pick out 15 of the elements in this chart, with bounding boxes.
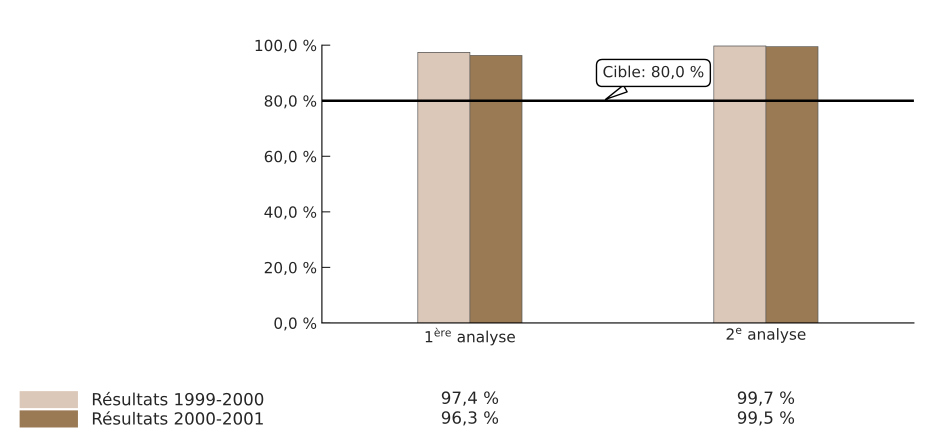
y-tick-label: 80,0 %: [264, 95, 316, 108]
text: 99,5 %: [738, 411, 794, 426]
x-tick-label: 2$^{e}$ analyse: [726, 328, 806, 343]
y-tick-label: 40,0 %: [264, 206, 316, 220]
y-tick-label: 0,0 %: [274, 317, 316, 331]
legend-label: Résultats 2000-2001: [92, 411, 263, 425]
text: 99,7 %: [738, 391, 794, 406]
y-tick-label: 100,0 %: [256, 40, 316, 53]
y-tick-label: 60,0 %: [264, 150, 316, 164]
y-tick-label: 20,0 %: [264, 262, 316, 275]
ref-line-label: Cible: 80,0 %: [603, 66, 704, 79]
text: 97,4 %: [442, 391, 498, 406]
legend-label: Résultats 1999-2000: [92, 392, 264, 406]
x-tick-label: 1$^{ère}$ analyse: [426, 328, 515, 346]
text: 96,3 %: [442, 411, 498, 426]
